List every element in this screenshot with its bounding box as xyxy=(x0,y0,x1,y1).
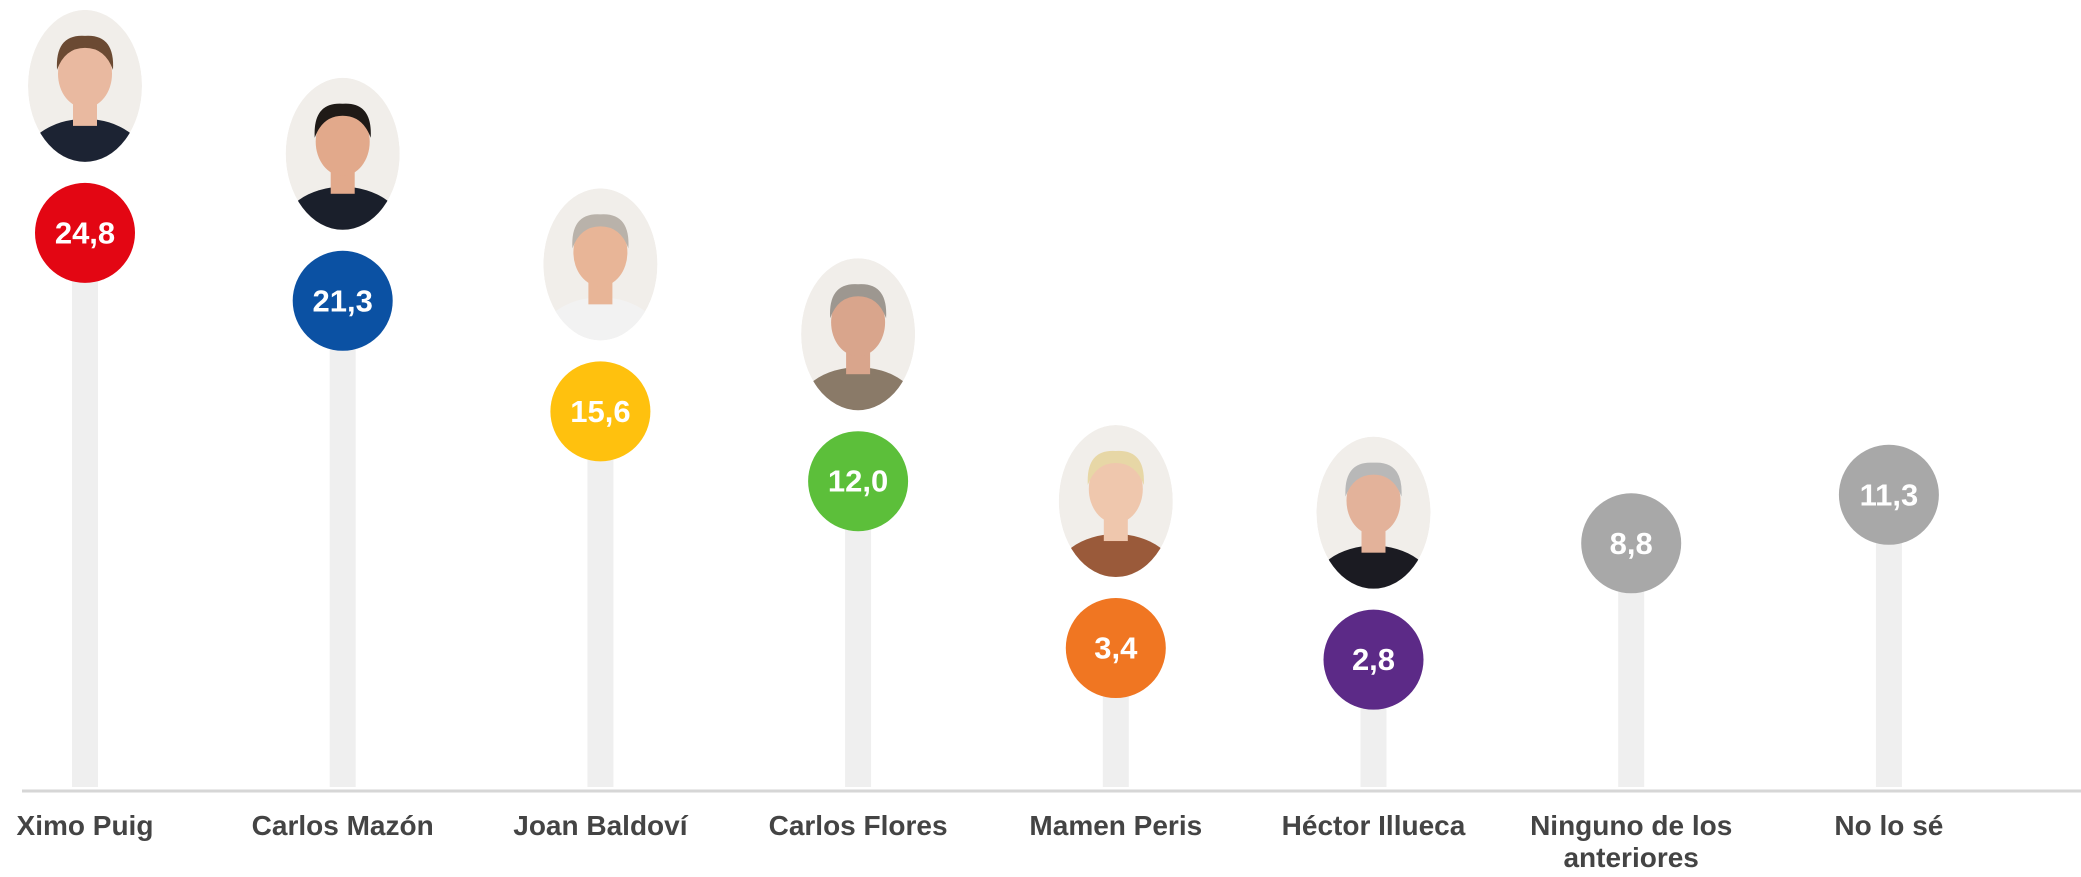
category-label: Ximo Puig xyxy=(0,810,188,842)
category-label: Joan Baldoví xyxy=(498,810,703,842)
chart: 24,8 21,3 15,6 12,0 3,4 2,8 8,8 11,3 xyxy=(0,0,2081,877)
category-label: No lo sé xyxy=(1786,810,1991,842)
category-label: Ninguno de los anteriores xyxy=(1529,810,1734,874)
value-label: 3,4 xyxy=(1094,631,1138,666)
page: 24,821,315,612,03,42,88,811,3 (() => { c… xyxy=(0,0,2081,877)
category-label: Mamen Peris xyxy=(1013,810,1218,842)
portrait xyxy=(281,78,405,277)
category-label: Carlos Mazón xyxy=(240,810,445,842)
value-label: 8,8 xyxy=(1610,526,1653,561)
portrait xyxy=(23,10,147,209)
value-label: 24,8 xyxy=(55,215,115,250)
value-label: 15,6 xyxy=(570,394,630,429)
value-label: 11,3 xyxy=(1860,477,1919,512)
value-label: 12,0 xyxy=(828,464,888,499)
portrait xyxy=(1312,437,1436,636)
category-label: Carlos Flores xyxy=(756,810,961,842)
stem xyxy=(587,411,613,787)
category-label: Héctor Illueca xyxy=(1271,810,1476,842)
portrait xyxy=(1054,425,1178,624)
portrait xyxy=(538,188,662,387)
value-label: 21,3 xyxy=(313,283,373,318)
stem xyxy=(330,301,356,787)
value-label: 2,8 xyxy=(1352,642,1395,677)
stem xyxy=(72,233,98,787)
portrait xyxy=(796,258,920,457)
